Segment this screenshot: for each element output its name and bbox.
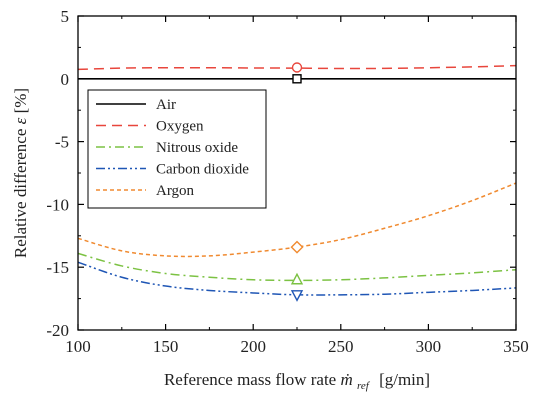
y-tick-label: 0: [61, 70, 70, 89]
x-axis-title-unit: [g/min]: [379, 370, 430, 389]
legend-label-carbon-dioxide: Carbon dioxide: [156, 162, 249, 178]
series-marker-oxygen: [291, 62, 303, 73]
y-tick-label: 5: [61, 7, 70, 26]
series-line-nitrous-oxide: [77, 252, 517, 282]
y-axis-title-text: Relative difference: [11, 129, 30, 258]
y-tick-label: -20: [46, 321, 69, 340]
x-axis-title-symbol: ṁ: [340, 370, 352, 389]
y-tick-label: -15: [46, 258, 69, 277]
x-tick-label: 350: [503, 337, 529, 356]
y-tick-label: -5: [55, 133, 69, 152]
x-axis-title-subscript: ref: [357, 380, 371, 392]
x-axis-title: Reference mass flow rate ṁ ref [g/min]: [164, 370, 430, 393]
series-marker-carbon-dioxide: [290, 290, 304, 302]
series-marker-nitrous-oxide: [290, 272, 304, 285]
y-axis-title-unit: [%]: [11, 88, 30, 113]
y-axis-title-symbol: ε: [11, 117, 30, 124]
x-tick-label: 100: [65, 337, 91, 356]
y-tick-label: -10: [46, 195, 69, 214]
x-axis-title-text: Reference mass flow rate: [164, 370, 336, 389]
x-tick-label: 200: [240, 337, 266, 356]
series-marker-argon: [290, 240, 304, 254]
series-markers: [290, 62, 304, 302]
x-tick-label: 250: [328, 337, 354, 356]
legend-label-oxygen: Oxygen: [156, 119, 204, 135]
legend-label-air: Air: [156, 97, 176, 113]
axis-ticks: [77, 15, 517, 331]
x-tick-label: 150: [153, 337, 179, 356]
legend-label-nitrous-oxide: Nitrous oxide: [156, 140, 238, 156]
y-axis-title: Relative difference ε [%]: [11, 88, 30, 258]
legend: Air Oxygen Nitrous oxide Carbon dioxide Argo…: [87, 89, 267, 209]
x-tick-label: 300: [416, 337, 442, 356]
axis-tick-labels: 100 150 200 250 300 350 5 0 -5 -10 -15 -20: [46, 7, 528, 356]
series-marker-air: [292, 74, 302, 84]
legend-box: [87, 89, 267, 209]
legend-label-argon: Argon: [156, 183, 195, 199]
legend-items: Air Oxygen Nitrous oxide Carbon dioxide Argo…: [96, 97, 249, 199]
